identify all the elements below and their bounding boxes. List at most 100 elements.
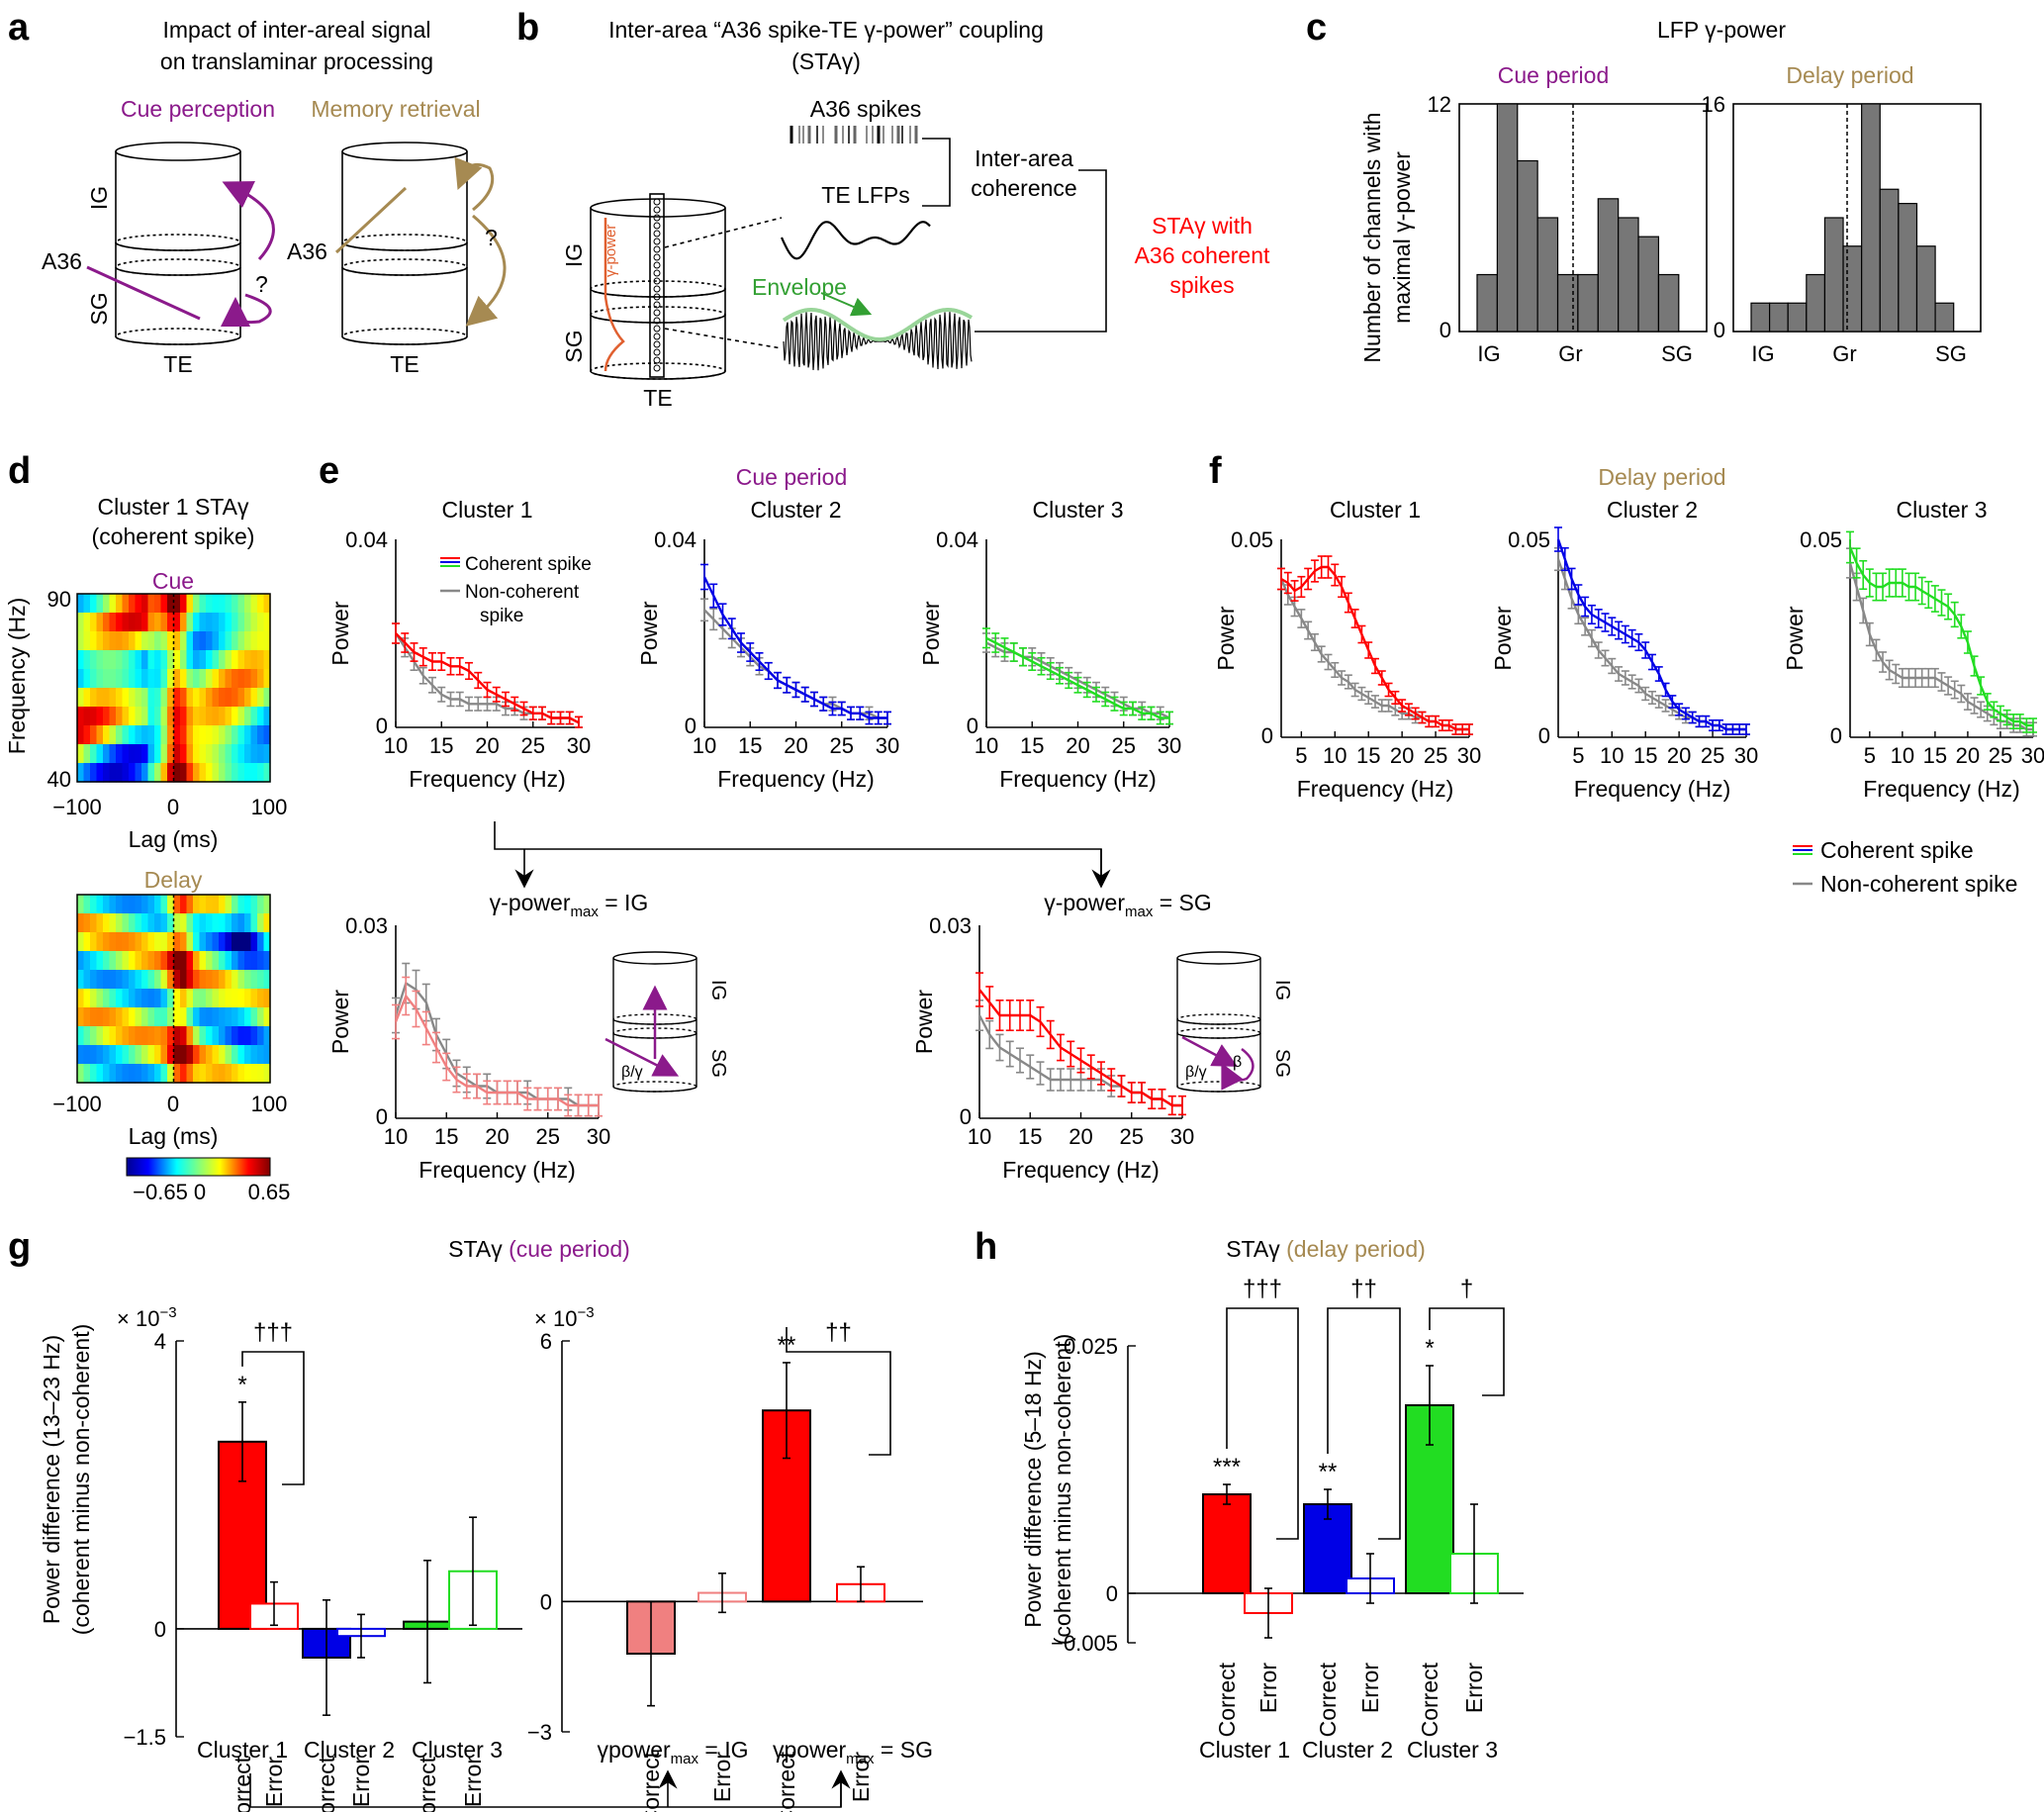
hist-bar bbox=[1787, 302, 1808, 333]
heat-cell bbox=[83, 951, 91, 971]
heat-cell bbox=[154, 613, 162, 632]
heat-cell bbox=[219, 895, 227, 914]
heat-cell bbox=[122, 707, 130, 726]
heat-cell bbox=[232, 951, 239, 971]
heat-cell bbox=[141, 970, 149, 990]
heat-cell bbox=[77, 594, 85, 614]
heat-cell bbox=[173, 970, 181, 990]
heat-cell bbox=[193, 989, 201, 1008]
heat-cell bbox=[147, 989, 155, 1008]
ig-label-a1: IG bbox=[86, 186, 112, 210]
heat-cell bbox=[90, 1007, 98, 1027]
panel-h-label: h bbox=[975, 1226, 997, 1268]
heat-cell bbox=[147, 951, 155, 971]
x-tick-label: 30 bbox=[587, 1124, 610, 1149]
heat-cell bbox=[160, 613, 168, 632]
panel-b-title-1: Inter-area “A36 spike-TE γ-power” coupli… bbox=[608, 17, 1044, 43]
heat-cell bbox=[109, 594, 117, 614]
heat-cell bbox=[257, 970, 265, 990]
x-tick-label: 30 bbox=[1158, 733, 1181, 758]
y-tick-label: 6 bbox=[540, 1329, 552, 1354]
te-label-a1: TE bbox=[163, 351, 192, 377]
bar-category-label: Error bbox=[709, 1752, 735, 1802]
heat-cell bbox=[257, 913, 265, 933]
heat-cell bbox=[141, 707, 149, 726]
heat-cell bbox=[186, 932, 194, 952]
heat-cell bbox=[212, 631, 220, 651]
heat-cell bbox=[244, 1045, 252, 1065]
beta-gamma-label-1: β/γ bbox=[621, 1064, 643, 1081]
heat-cell bbox=[135, 669, 142, 689]
heat-cell bbox=[186, 763, 194, 783]
hist-bar bbox=[1842, 245, 1863, 333]
heat-cell bbox=[116, 688, 124, 708]
heat-cell bbox=[129, 669, 137, 689]
panel-g-scale-right: × 10−3 bbox=[534, 1304, 595, 1331]
series-line bbox=[978, 989, 1182, 1107]
heat-cell bbox=[154, 669, 162, 689]
significance-star: * bbox=[1425, 1335, 1434, 1362]
heat-cell bbox=[180, 688, 188, 708]
heat-cell bbox=[199, 688, 207, 708]
y-axis-label: Power bbox=[918, 601, 944, 666]
heatmap2-xtick-2: 0 bbox=[167, 1092, 179, 1116]
heat-cell bbox=[129, 895, 137, 914]
heat-cell bbox=[199, 707, 207, 726]
heat-cell bbox=[232, 1064, 239, 1084]
heat-cell bbox=[244, 951, 252, 971]
x-tick-label: 10 bbox=[1323, 743, 1347, 768]
heat-cell bbox=[129, 951, 137, 971]
panel-c-label: c bbox=[1306, 7, 1327, 48]
colorbar-tick-mid: 0 bbox=[194, 1180, 206, 1204]
bar-category-label: Correct bbox=[415, 1756, 440, 1812]
te-label-a2: TE bbox=[390, 351, 418, 377]
heat-cell bbox=[232, 669, 239, 689]
heat-cell bbox=[90, 989, 98, 1008]
heat-cell bbox=[193, 725, 201, 745]
heat-cell bbox=[225, 1045, 232, 1065]
heat-cell bbox=[212, 1007, 220, 1027]
heat-cell bbox=[122, 650, 130, 670]
heat-cell bbox=[83, 1007, 91, 1027]
heat-cell bbox=[116, 895, 124, 914]
panel-h-ylabel-1: Power difference (5–18 Hz) bbox=[1020, 1351, 1046, 1628]
heat-cell bbox=[167, 725, 175, 745]
heat-cell bbox=[263, 725, 271, 745]
y-tick-label: −3 bbox=[527, 1720, 552, 1745]
heat-cell bbox=[103, 989, 111, 1008]
hist-bar bbox=[1657, 273, 1680, 333]
panel-h: h STAγ (delay period) Power difference (… bbox=[975, 1226, 1524, 1763]
panel-e-period: Cue period bbox=[736, 464, 848, 490]
heat-cell bbox=[186, 1007, 194, 1027]
heat-cell bbox=[173, 951, 181, 971]
heat-cell bbox=[244, 688, 252, 708]
heat-cell bbox=[263, 650, 271, 670]
heat-cell bbox=[225, 970, 232, 990]
downward-arrow-delay bbox=[465, 214, 507, 327]
x-tick-label: 10 bbox=[384, 733, 408, 758]
heat-cell bbox=[96, 650, 104, 670]
heat-cell bbox=[122, 989, 130, 1008]
x-axis-label: Frequency (Hz) bbox=[717, 766, 874, 792]
y-tick-label: 0.025 bbox=[1064, 1334, 1118, 1359]
heat-cell bbox=[206, 688, 214, 708]
heat-cell bbox=[77, 932, 85, 952]
group-label-ig: γpowermax = IG bbox=[598, 1737, 749, 1767]
legend-f-coherent: Coherent spike bbox=[1820, 837, 1974, 863]
heat-cell bbox=[122, 1026, 130, 1046]
heat-cell bbox=[180, 613, 188, 632]
heat-cell bbox=[96, 744, 104, 764]
heat-cell bbox=[180, 631, 188, 651]
heat-cell bbox=[83, 631, 91, 651]
heat-cell bbox=[232, 631, 239, 651]
heat-cell bbox=[96, 707, 104, 726]
heat-cell bbox=[129, 763, 137, 783]
panel-g-label: g bbox=[8, 1226, 31, 1268]
heat-cell bbox=[212, 613, 220, 632]
heat-cell bbox=[83, 1045, 91, 1065]
heat-cell bbox=[219, 951, 227, 971]
series-line bbox=[395, 632, 580, 724]
heat-cell bbox=[135, 970, 142, 990]
heat-cell bbox=[129, 631, 137, 651]
